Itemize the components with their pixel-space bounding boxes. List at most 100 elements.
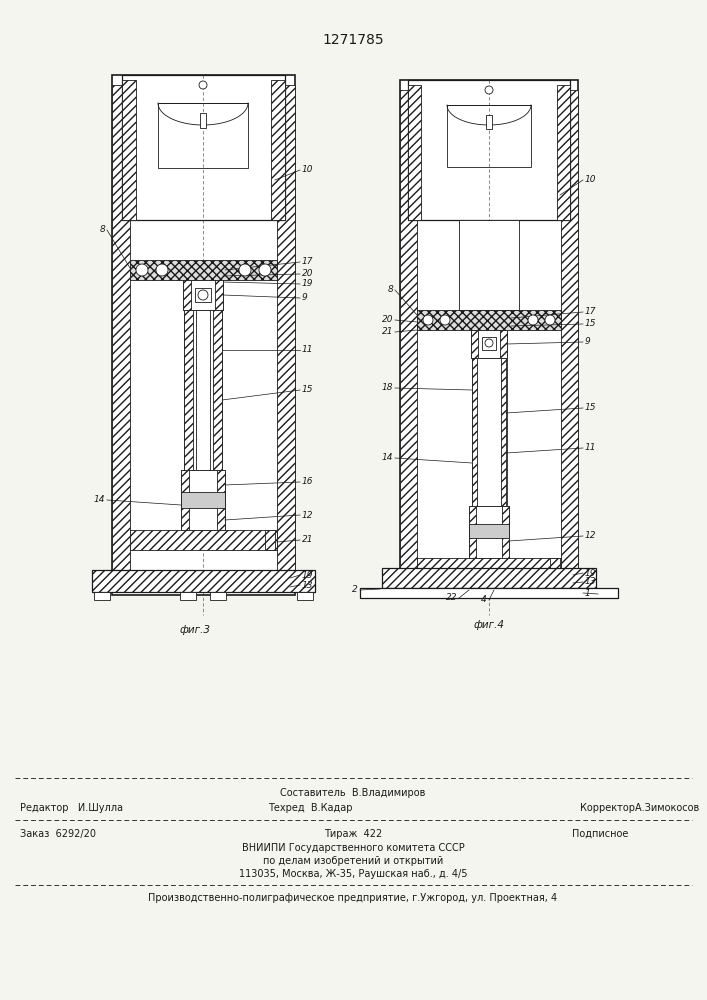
Bar — [180, 592, 196, 600]
Bar — [277, 85, 295, 585]
Bar — [183, 280, 191, 310]
Text: 19: 19 — [302, 570, 313, 580]
Text: 2: 2 — [352, 585, 358, 594]
Text: 9: 9 — [302, 294, 308, 302]
Text: 9: 9 — [585, 338, 591, 347]
Text: 15: 15 — [585, 403, 597, 412]
Text: 16: 16 — [302, 478, 313, 487]
Bar — [213, 310, 222, 470]
Bar — [130, 530, 277, 550]
Text: 17: 17 — [302, 257, 313, 266]
Bar — [271, 80, 285, 220]
Bar — [181, 492, 225, 508]
Bar — [498, 358, 506, 506]
Text: 20: 20 — [302, 269, 313, 278]
Circle shape — [545, 315, 555, 325]
Text: 11: 11 — [302, 346, 313, 355]
Circle shape — [423, 315, 433, 325]
Bar — [469, 524, 509, 538]
Text: фиг.4: фиг.4 — [474, 620, 505, 630]
Bar — [210, 592, 226, 600]
Bar — [550, 558, 560, 576]
Bar — [417, 310, 561, 330]
Bar — [400, 90, 417, 580]
Bar — [557, 85, 570, 220]
Text: 18: 18 — [382, 383, 393, 392]
Text: КорректорА.Зимокосов: КорректорА.Зимокосов — [580, 803, 699, 813]
Bar — [183, 280, 223, 310]
Bar — [408, 80, 570, 220]
Bar — [130, 260, 277, 280]
Text: Техред  В.Кадар: Техред В.Кадар — [268, 803, 352, 813]
Text: 17: 17 — [585, 308, 597, 316]
Bar — [482, 337, 496, 350]
Text: 8: 8 — [99, 226, 105, 234]
Bar — [469, 506, 476, 558]
Bar — [112, 85, 130, 585]
Text: ВНИИПИ Государственного комитета СССР: ВНИИПИ Государственного комитета СССР — [242, 843, 464, 853]
Bar — [471, 330, 507, 358]
Bar — [184, 310, 193, 470]
Bar — [459, 220, 519, 310]
Text: 13: 13 — [302, 580, 313, 589]
Circle shape — [259, 264, 271, 276]
Text: 1: 1 — [585, 588, 591, 597]
Bar — [447, 105, 531, 167]
Text: 14: 14 — [93, 495, 105, 504]
Text: 21: 21 — [382, 328, 393, 336]
Text: Подписное: Подписное — [572, 829, 629, 839]
Bar — [472, 358, 507, 506]
Text: 10: 10 — [302, 165, 313, 174]
Text: 12: 12 — [585, 532, 597, 540]
Bar — [195, 288, 211, 302]
Bar — [215, 280, 223, 310]
Bar — [196, 310, 210, 470]
Bar — [92, 570, 315, 592]
Circle shape — [156, 264, 168, 276]
Text: Тираж  422: Тираж 422 — [324, 829, 382, 839]
Circle shape — [485, 339, 493, 347]
Bar — [217, 470, 225, 530]
Bar — [417, 558, 561, 576]
Bar — [471, 330, 478, 358]
Text: 20: 20 — [382, 316, 393, 324]
Text: 22: 22 — [445, 593, 457, 602]
Text: 14: 14 — [382, 454, 393, 462]
Bar — [469, 506, 509, 558]
Bar — [122, 80, 136, 220]
Bar — [561, 90, 578, 580]
Text: Производственно-полиграфическое предприятие, г.Ужгород, ул. Проектная, 4: Производственно-полиграфическое предприя… — [148, 893, 558, 903]
Bar — [486, 115, 492, 129]
Bar — [265, 530, 275, 550]
Text: 8: 8 — [387, 286, 393, 294]
Text: Редактор   И.Шулла: Редактор И.Шулла — [20, 803, 123, 813]
Bar — [94, 592, 110, 600]
Text: по делам изобретений и открытий: по делам изобретений и открытий — [263, 856, 443, 866]
Circle shape — [239, 264, 251, 276]
Bar — [200, 113, 206, 128]
Bar — [158, 103, 248, 168]
Bar — [181, 470, 225, 530]
Bar — [500, 330, 507, 358]
Text: Составитель  В.Владимиров: Составитель В.Владимиров — [280, 788, 426, 798]
Bar — [112, 75, 295, 595]
Bar — [360, 588, 618, 598]
Text: Заказ  6292/20: Заказ 6292/20 — [20, 829, 96, 839]
Bar — [122, 75, 285, 220]
Circle shape — [136, 264, 148, 276]
Text: 10: 10 — [585, 176, 597, 184]
Bar — [184, 310, 222, 470]
Bar — [408, 85, 421, 220]
Bar — [382, 568, 596, 588]
Text: 113035, Москва, Ж-35, Раушская наб., д. 4/5: 113035, Москва, Ж-35, Раушская наб., д. … — [239, 869, 467, 879]
Text: 19: 19 — [585, 568, 597, 578]
Bar — [502, 506, 509, 558]
Circle shape — [485, 86, 493, 94]
Bar — [472, 358, 480, 506]
Text: 1271785: 1271785 — [322, 33, 384, 47]
Text: 21: 21 — [302, 536, 313, 544]
Text: 19: 19 — [302, 279, 313, 288]
Circle shape — [440, 315, 450, 325]
Circle shape — [199, 81, 207, 89]
Text: фиг.3: фиг.3 — [180, 625, 211, 635]
